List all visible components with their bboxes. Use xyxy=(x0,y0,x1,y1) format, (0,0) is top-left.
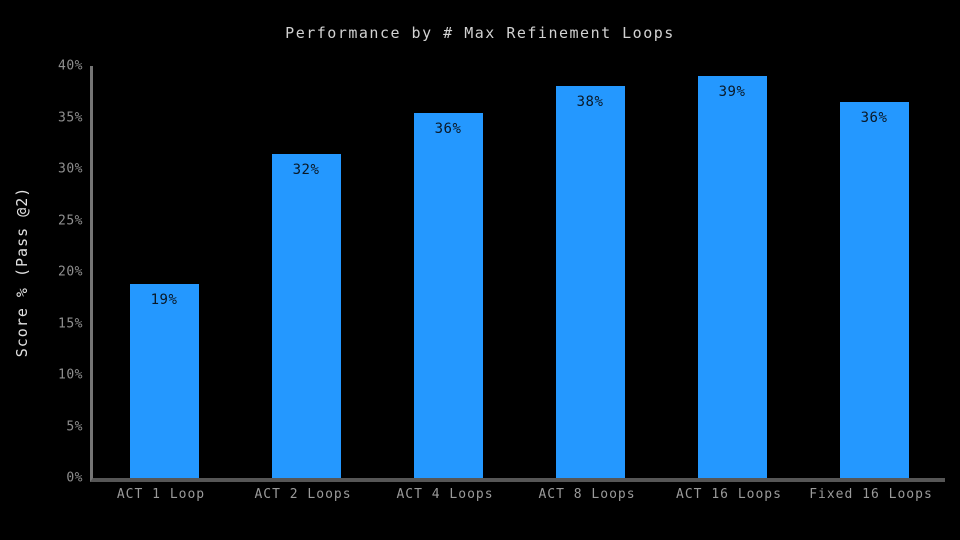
bar: 36% xyxy=(413,113,483,478)
bar-slot: 38% xyxy=(519,66,661,478)
bar-value-label: 32% xyxy=(292,161,320,178)
y-tick-label: 0% xyxy=(66,470,83,486)
bar-slot: 36% xyxy=(803,66,945,478)
plot-area: 0% 5% 10% 15% 20% 25% 30% 35% 40% 19% 32% 36% 38% 39%… xyxy=(58,60,945,485)
x-tick-label: ACT 4 Loops xyxy=(396,487,494,502)
bar-value-label: 19% xyxy=(150,292,178,309)
bar-value-label: 36% xyxy=(860,110,888,127)
bar-value-label: 38% xyxy=(576,93,604,110)
y-axis-label: Score % (Pass @2) xyxy=(13,186,31,358)
x-tick-label: ACT 8 Loops xyxy=(538,487,636,502)
bar: 36% xyxy=(839,102,909,478)
y-tick-label: 20% xyxy=(58,264,83,280)
chart-title: Performance by # Max Refinement Loops xyxy=(285,24,675,42)
bar-slot: 39% xyxy=(661,66,803,478)
x-tick-label: Fixed 16 Loops xyxy=(809,487,933,502)
bar-slot: 36% xyxy=(377,66,519,478)
x-tick-label: ACT 1 Loop xyxy=(116,487,206,502)
bar: 32% xyxy=(271,153,341,478)
y-tick-label: 35% xyxy=(58,110,83,125)
y-tick-label: 15% xyxy=(58,316,83,331)
y-tick-label: 25% xyxy=(58,213,83,228)
bar: 38% xyxy=(555,85,625,478)
x-tick-label: ACT 16 Loops xyxy=(676,487,782,502)
y-tick-label: 10% xyxy=(58,367,83,383)
bar: 19% xyxy=(129,284,199,478)
y-tick-label: 5% xyxy=(66,419,83,434)
bar-slot: 32% xyxy=(235,66,377,478)
y-tick-label: 40% xyxy=(58,58,83,74)
y-tick-label: 30% xyxy=(58,161,83,177)
bar-value-label: 36% xyxy=(434,121,462,138)
x-tick-label: ACT 2 Loops xyxy=(254,487,352,502)
x-axis-labels: ACT 1 Loop ACT 2 Loops ACT 4 Loops ACT 8 Lo… xyxy=(90,487,942,502)
bar-slot: 19% xyxy=(93,66,235,478)
bar: 39% xyxy=(697,76,767,478)
bar-value-label: 39% xyxy=(718,84,746,101)
